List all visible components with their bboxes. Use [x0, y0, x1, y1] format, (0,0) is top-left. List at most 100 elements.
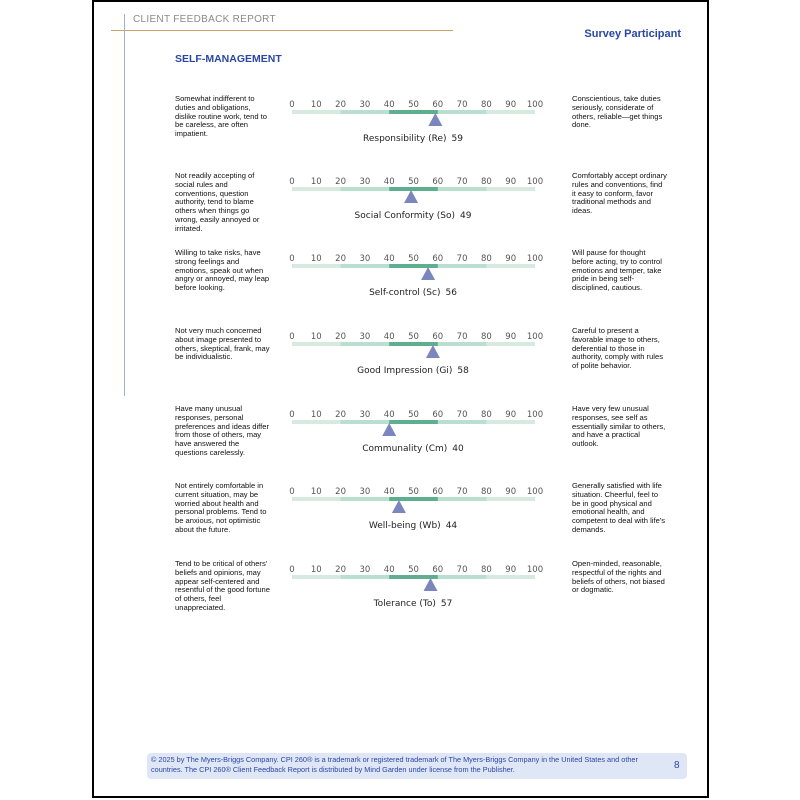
tick-label: 100	[527, 410, 543, 420]
tick-label: 100	[527, 332, 543, 342]
score-scale: 0 10 20 30 40 50 60 70 80 90 100 Good Impression (G…	[289, 332, 543, 376]
tick-label: 0	[289, 565, 294, 575]
tick-label: 10	[311, 254, 322, 264]
tick-label: 0	[289, 410, 294, 420]
tick-label: 60	[432, 177, 443, 187]
tick-label: 30	[359, 332, 370, 342]
margin-rule	[124, 14, 125, 396]
tick-label: 80	[481, 487, 492, 497]
tick-label: 20	[335, 487, 346, 497]
tick-label: 20	[335, 410, 346, 420]
tick-label: 90	[505, 177, 516, 187]
high-score-description: Careful to present a favorable image to …	[572, 326, 664, 371]
tick-label: 90	[505, 254, 516, 264]
tick-label: 50	[408, 487, 419, 497]
tick-label: 0	[289, 487, 294, 497]
score-marker	[421, 267, 436, 280]
scale-name: Tolerance (To)	[373, 599, 436, 609]
tick-label: 0	[289, 100, 294, 110]
scale-label: Responsibility (Re) 59	[363, 134, 463, 144]
tick-label: 40	[384, 254, 395, 264]
scale-midrange	[389, 342, 438, 346]
scale-row: Have many unusual responses, personal pr…	[0, 404, 800, 481]
tick-label: 0	[289, 254, 294, 264]
tick-label: 10	[311, 177, 322, 187]
scale-name: Well-being (Wb)	[369, 521, 441, 531]
scale-score: 56	[445, 288, 457, 298]
score-marker	[428, 113, 443, 126]
low-score-description: Somewhat indifferent to duties and oblig…	[175, 94, 268, 139]
tick-label: 70	[457, 177, 468, 187]
tick-label: 70	[457, 487, 468, 497]
tick-label: 90	[505, 332, 516, 342]
tick-label: 60	[432, 254, 443, 264]
scale-midrange	[389, 420, 438, 424]
scale-row: Not readily accepting of social rules an…	[0, 171, 800, 248]
tick-label: 100	[527, 254, 543, 264]
scale-midrange	[389, 110, 438, 114]
scale-score: 44	[446, 521, 458, 531]
high-score-description: Open-minded, reasonable, respectful of t…	[572, 559, 665, 595]
tick-label: 70	[457, 100, 468, 110]
footer-box	[147, 753, 687, 779]
tick-label: 40	[384, 100, 395, 110]
tick-label: 90	[505, 100, 516, 110]
tick-label: 60	[432, 100, 443, 110]
tick-label: 70	[457, 254, 468, 264]
high-score-description: Will pause for thought before acting, tr…	[572, 248, 662, 293]
scale-score: 59	[452, 134, 464, 144]
high-score-description: Comfortably accept ordinary rules and co…	[572, 171, 667, 216]
tick-label: 40	[384, 487, 395, 497]
scale-name: Responsibility (Re)	[363, 134, 447, 144]
score-scale: 0 10 20 30 40 50 60 70 80 90 100 Responsibility (Re…	[289, 100, 543, 144]
tick-label: 0	[289, 332, 294, 342]
tick-label: 70	[457, 332, 468, 342]
tick-label: 80	[481, 410, 492, 420]
tick-label: 40	[384, 565, 395, 575]
scale-label: Well-being (Wb) 44	[369, 521, 458, 531]
scale-row: Somewhat indifferent to duties and oblig…	[0, 94, 800, 171]
scale-row: Tend to be critical of others' beliefs a…	[0, 559, 800, 636]
low-score-description: Not readily accepting of social rules an…	[175, 171, 260, 233]
tick-label: 10	[311, 487, 322, 497]
scale-label: Communality (Cm) 40	[362, 444, 464, 454]
tick-label: 30	[359, 100, 370, 110]
page-number: 8	[674, 760, 680, 771]
scale-name: Social Conformity (So)	[355, 211, 455, 221]
tick-label: 50	[408, 332, 419, 342]
tick-label: 60	[432, 487, 443, 497]
scale-score: 49	[460, 211, 472, 221]
section-title: SELF-MANAGEMENT	[175, 53, 282, 65]
scale-name: Communality (Cm)	[362, 444, 447, 454]
tick-label: 50	[408, 254, 419, 264]
score-scale: 0 10 20 30 40 50 60 70 80 90 100 Social Conformity …	[289, 177, 543, 221]
tick-label: 80	[481, 177, 492, 187]
tick-label: 90	[505, 487, 516, 497]
scale-row: Not entirely comfortable in current situ…	[0, 481, 800, 558]
tick-label: 20	[335, 177, 346, 187]
scale-score: 40	[452, 444, 464, 454]
score-marker	[425, 345, 440, 358]
page-top-border	[92, 0, 709, 2]
scale-label: Social Conformity (So) 49	[355, 211, 472, 221]
low-score-description: Tend to be critical of others' beliefs a…	[175, 559, 270, 612]
tick-label: 100	[527, 487, 543, 497]
scale-score: 57	[441, 599, 452, 609]
tick-label: 80	[481, 565, 492, 575]
tick-label: 90	[505, 410, 516, 420]
tick-label: 100	[527, 177, 543, 187]
tick-label: 80	[481, 254, 492, 264]
score-scale: 0 10 20 30 40 50 60 70 80 90 100 Tolerance (To) 57	[289, 565, 543, 609]
report-title: CLIENT FEEDBACK REPORT	[133, 14, 276, 25]
scale-midrange	[389, 264, 438, 268]
scale-midrange	[389, 187, 438, 191]
scale-row: Willing to take risks, have strong feeli…	[0, 248, 800, 325]
tick-label: 10	[311, 332, 322, 342]
score-marker	[391, 500, 406, 513]
report-page	[92, 0, 709, 798]
scale-midrange	[389, 497, 438, 501]
tick-label: 30	[359, 410, 370, 420]
low-score-description: Not very much concerned about image pres…	[175, 326, 270, 362]
tick-label: 60	[432, 565, 443, 575]
tick-label: 20	[335, 254, 346, 264]
